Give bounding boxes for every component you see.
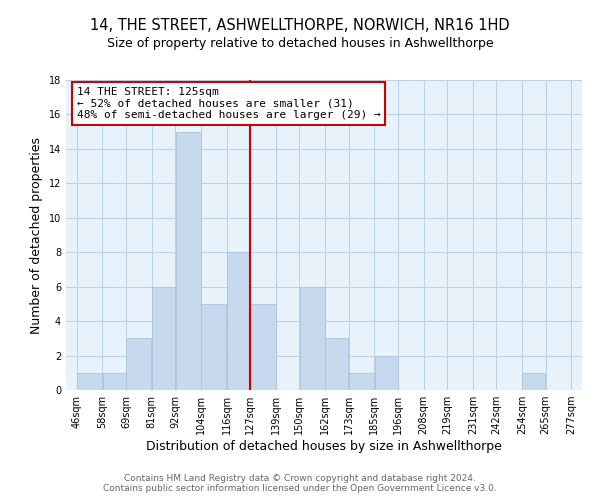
Bar bbox=[126, 338, 151, 390]
Bar bbox=[250, 304, 275, 390]
Bar bbox=[349, 373, 374, 390]
Bar bbox=[325, 338, 349, 390]
Bar bbox=[176, 132, 200, 390]
Text: Contains public sector information licensed under the Open Government Licence v3: Contains public sector information licen… bbox=[103, 484, 497, 493]
Text: Contains HM Land Registry data © Crown copyright and database right 2024.: Contains HM Land Registry data © Crown c… bbox=[124, 474, 476, 483]
Bar bbox=[227, 252, 250, 390]
Bar bbox=[374, 356, 398, 390]
Text: 14, THE STREET, ASHWELLTHORPE, NORWICH, NR16 1HD: 14, THE STREET, ASHWELLTHORPE, NORWICH, … bbox=[90, 18, 510, 32]
Bar bbox=[201, 304, 226, 390]
Bar bbox=[152, 286, 175, 390]
Text: Size of property relative to detached houses in Ashwellthorpe: Size of property relative to detached ho… bbox=[107, 38, 493, 51]
Text: 14 THE STREET: 125sqm
← 52% of detached houses are smaller (31)
48% of semi-deta: 14 THE STREET: 125sqm ← 52% of detached … bbox=[77, 87, 380, 120]
X-axis label: Distribution of detached houses by size in Ashwellthorpe: Distribution of detached houses by size … bbox=[146, 440, 502, 453]
Bar bbox=[523, 373, 545, 390]
Bar bbox=[299, 286, 325, 390]
Y-axis label: Number of detached properties: Number of detached properties bbox=[30, 136, 43, 334]
Bar bbox=[77, 373, 102, 390]
Bar bbox=[103, 373, 125, 390]
